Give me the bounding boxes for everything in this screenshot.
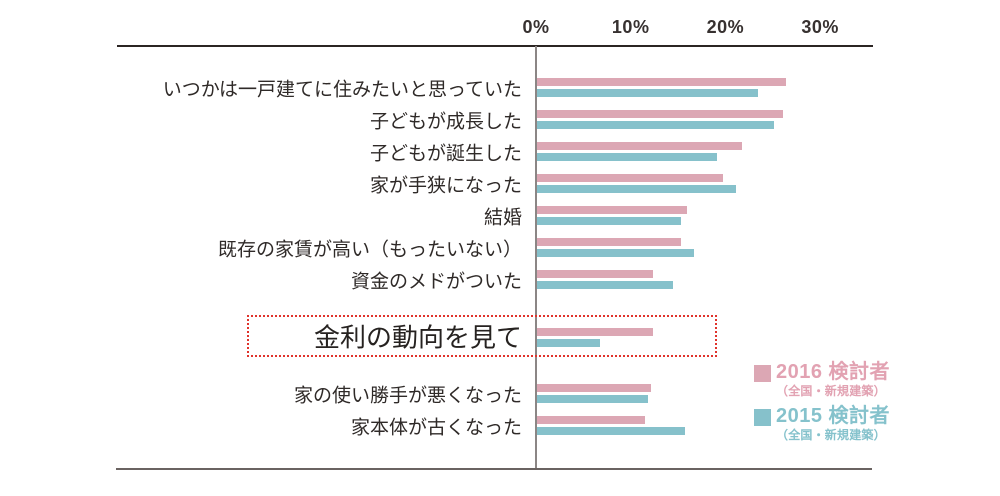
legend-text: 2016 検討者 （全国・新規建築）: [776, 362, 890, 397]
chart-row: 子どもが誕生した: [0, 136, 1000, 168]
bottom-frame-line: [116, 468, 872, 470]
bar-2016: [537, 238, 681, 246]
bar-2016: [537, 78, 786, 86]
axis-tick-label: 20%: [706, 17, 745, 37]
bar-2015: [537, 281, 673, 289]
legend-label: 2015 検討者: [776, 405, 891, 427]
chart-row: 家本体が古くなった: [0, 410, 1000, 442]
category-label: 既存の家賃が高い（もったいない）: [217, 239, 522, 261]
bar-2016: [537, 206, 687, 214]
chart-row: 子どもが成長した: [0, 104, 1000, 136]
bar-2015: [537, 427, 685, 435]
axis-tick-label: 10%: [611, 17, 650, 37]
category-label: 家本体が古くなった: [350, 417, 522, 439]
axis-tick-label: 30%: [801, 17, 839, 37]
top-frame-line: [117, 45, 873, 47]
bar-2015: [537, 153, 717, 161]
axis-tick-label: 0%: [522, 17, 550, 37]
chart-row: 既存の家賃が高い（もったいない）: [0, 232, 1000, 264]
bar-2016: [537, 142, 742, 150]
bar-2016: [537, 110, 783, 118]
bar-2016: [537, 174, 723, 182]
legend-swatch: [754, 409, 771, 426]
legend-item: 2015 検討者 （全国・新規建築）: [754, 406, 994, 441]
bar-2015: [537, 89, 758, 97]
legend-swatch: [754, 365, 771, 382]
bar-2015: [537, 395, 648, 403]
legend-text: 2015 検討者 （全国・新規建築）: [776, 406, 890, 441]
legend-sublabel: （全国・新規建築）: [776, 428, 886, 442]
bar-2016: [537, 270, 653, 278]
bar-2015: [537, 121, 774, 129]
chart-row: いつかは一戸建てに住みたいと思っていた: [0, 72, 1000, 104]
zero-axis-line: [535, 46, 537, 469]
bar-2015: [537, 339, 600, 347]
legend: 2016 検討者 （全国・新規建築） 2015 検討者 （全国・新規建築）: [754, 362, 994, 441]
chart-row: 金利の動向を見て: [0, 315, 1000, 357]
category-label: いつかは一戸建てに住みたいと思っていた: [162, 79, 522, 101]
bar-2016: [537, 384, 651, 392]
legend-label: 2016 検討者: [776, 361, 891, 383]
bar-2015: [537, 249, 694, 257]
category-label: 家の使い勝手が悪くなった: [293, 385, 522, 407]
bar-2016: [537, 416, 645, 424]
spacer: [0, 296, 1000, 315]
category-label: 金利の動向を見て: [313, 322, 522, 353]
category-label: 子どもが誕生した: [369, 143, 522, 165]
bar-2016: [537, 328, 653, 336]
spacer: [0, 46, 1000, 72]
bar-2015: [537, 217, 681, 225]
category-label: 子どもが成長した: [369, 111, 522, 133]
legend-sublabel: （全国・新規建築）: [776, 384, 886, 398]
category-label: 家が手狭になった: [369, 175, 522, 197]
chart-row: 結婚: [0, 200, 1000, 232]
category-label: 資金のメドがついた: [350, 271, 522, 293]
legend-item: 2016 検討者 （全国・新規建築）: [754, 362, 994, 397]
bar-2015: [537, 185, 736, 193]
chart-row: 家が手狭になった: [0, 168, 1000, 200]
category-label: 結婚: [483, 207, 522, 229]
chart-row: 家の使い勝手が悪くなった: [0, 378, 1000, 410]
chart-row: 資金のメドがついた: [0, 264, 1000, 296]
